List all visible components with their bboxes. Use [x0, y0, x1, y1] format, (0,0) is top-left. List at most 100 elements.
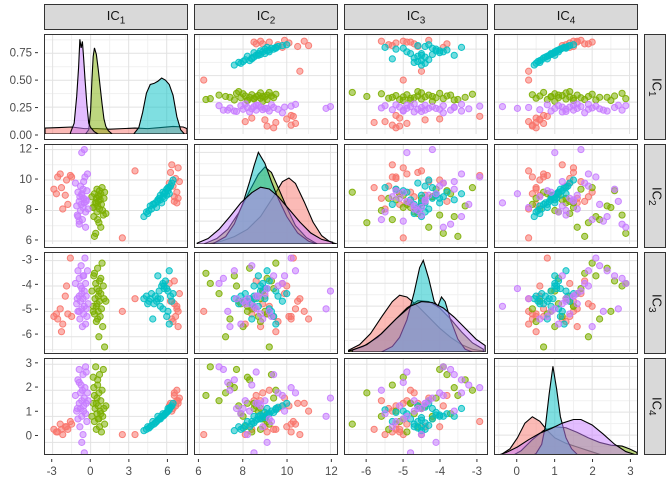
- panel-canvas: [195, 359, 337, 454]
- panel-ic2-vs-ic4: [494, 144, 638, 248]
- y-axis-canvas: -6 -5 -4 -3: [22, 254, 38, 341]
- panel-ic1-vs-ic2: [194, 34, 338, 140]
- svg-text:3: 3: [126, 466, 132, 478]
- col-strip-ic3: IC3: [344, 4, 488, 30]
- svg-text:2: 2: [589, 466, 595, 478]
- row-strip-ic3-label: IC3: [645, 293, 665, 313]
- row-strip-ic4-label: IC4: [645, 397, 665, 416]
- row-strip-ic1-label: IC1: [645, 77, 665, 97]
- col-strip-ic2-label: IC2: [256, 7, 276, 27]
- row-strip-ic2-label: IC2: [645, 186, 665, 206]
- col-strip-ic4-label: IC4: [556, 7, 576, 27]
- panel-ic2-vs-ic1: [44, 144, 188, 248]
- panel-ic4-density: [494, 358, 638, 455]
- row-strip-ic3: IC3: [644, 252, 666, 354]
- svg-text:0: 0: [87, 466, 93, 478]
- y-axis-row3: -6 -5 -4 -3: [2, 252, 38, 354]
- x-axis-col4: 0 1 2 3: [494, 459, 638, 483]
- y-axis-canvas: 0 1 2 3: [26, 358, 38, 442]
- col-strip-ic1: IC1: [44, 4, 188, 30]
- panel-canvas: [45, 145, 187, 244]
- panel-canvas: [345, 145, 487, 244]
- x-axis-canvas: -3 0 3 6: [47, 459, 171, 478]
- svg-text:0.25: 0.25: [10, 103, 32, 115]
- svg-text:8: 8: [240, 466, 246, 478]
- svg-text:0: 0: [514, 466, 520, 478]
- x-axis-col1: -3 0 3 6: [44, 459, 188, 483]
- panel-canvas: [195, 35, 337, 134]
- panel-canvas: [495, 145, 637, 244]
- svg-text:0.50: 0.50: [10, 75, 32, 87]
- x-axis-canvas: -6 -5 -4 -3: [361, 459, 482, 478]
- panel-canvas: [345, 35, 487, 134]
- panel-canvas: [495, 253, 637, 352]
- y-axis-canvas: 6 8 10 12: [19, 144, 38, 247]
- panel-ic3-vs-ic1: [44, 252, 188, 354]
- panel-canvas: [195, 253, 337, 352]
- row-strip-ic2: IC2: [644, 144, 666, 248]
- svg-text:8: 8: [26, 204, 32, 216]
- svg-text:-4: -4: [22, 279, 33, 291]
- panel-ic4-vs-ic3: [344, 358, 488, 455]
- svg-text:1: 1: [26, 406, 32, 418]
- svg-text:-6: -6: [22, 329, 32, 341]
- svg-text:3: 3: [26, 358, 32, 370]
- svg-text:6: 6: [26, 235, 32, 247]
- svg-text:-3: -3: [472, 466, 482, 478]
- row-strip-ic4: IC4: [644, 358, 666, 455]
- svg-text:3: 3: [627, 466, 633, 478]
- panel-canvas: [495, 359, 637, 454]
- y-axis-row4: 0 1 2 3: [2, 358, 38, 455]
- svg-text:-4: -4: [435, 466, 446, 478]
- x-axis-col3: -6 -5 -4 -3: [344, 459, 488, 483]
- panel-canvas: [45, 359, 187, 454]
- corner-bottom-right: [644, 459, 666, 483]
- svg-text:6: 6: [195, 466, 201, 478]
- panel-ic1-density: [44, 34, 188, 140]
- panel-ic2-density: [194, 144, 338, 248]
- col-strip-ic4: IC4: [494, 4, 638, 30]
- svg-text:0.00: 0.00: [10, 130, 32, 142]
- y-axis-row2: 6 8 10 12: [2, 144, 38, 248]
- panel-canvas: [45, 253, 187, 352]
- panel-ic1-vs-ic4: [494, 34, 638, 140]
- x-axis-col2: 6 8 10 12: [194, 459, 338, 483]
- panel-ic3-vs-ic2: [194, 252, 338, 354]
- panel-canvas: [495, 35, 637, 134]
- svg-text:0: 0: [26, 430, 32, 442]
- svg-text:2: 2: [26, 382, 32, 394]
- svg-text:-6: -6: [361, 466, 371, 478]
- svg-text:10: 10: [19, 174, 32, 186]
- svg-text:12: 12: [19, 144, 32, 156]
- x-axis-canvas: 6 8 10 12: [195, 459, 338, 478]
- panel-ic4-vs-ic1: [44, 358, 188, 455]
- row-strip-ic1: IC1: [644, 34, 666, 140]
- corner-top-right: [644, 4, 666, 30]
- panel-ic1-vs-ic3: [344, 34, 488, 140]
- svg-text:-3: -3: [47, 466, 57, 478]
- x-axis-canvas: 0 1 2 3: [514, 459, 634, 478]
- corner-bottom-left: [2, 459, 38, 483]
- col-strip-ic1-label: IC1: [106, 7, 126, 27]
- panel-ic3-vs-ic4: [494, 252, 638, 354]
- panel-canvas: [195, 145, 337, 244]
- svg-text:-5: -5: [22, 304, 32, 316]
- panel-canvas: [45, 35, 187, 134]
- svg-text:10: 10: [281, 466, 294, 478]
- y-axis-canvas: 0.00 0.25 0.50 0.75: [10, 48, 38, 142]
- svg-text:0.75: 0.75: [10, 48, 32, 60]
- svg-text:-5: -5: [398, 466, 408, 478]
- col-strip-ic2: IC2: [194, 4, 338, 30]
- panel-ic3-density: [344, 252, 488, 354]
- panel-canvas: [345, 359, 487, 454]
- corner-top-left: [2, 4, 38, 30]
- svg-text:6: 6: [164, 466, 170, 478]
- svg-text:1: 1: [551, 466, 557, 478]
- svg-text:-3: -3: [22, 254, 32, 266]
- panel-canvas: [345, 253, 487, 352]
- svg-text:12: 12: [325, 466, 338, 478]
- panel-ic4-vs-ic2: [194, 358, 338, 455]
- panel-ic2-vs-ic3: [344, 144, 488, 248]
- y-axis-row1: 0.00 0.25 0.50 0.75: [2, 34, 38, 142]
